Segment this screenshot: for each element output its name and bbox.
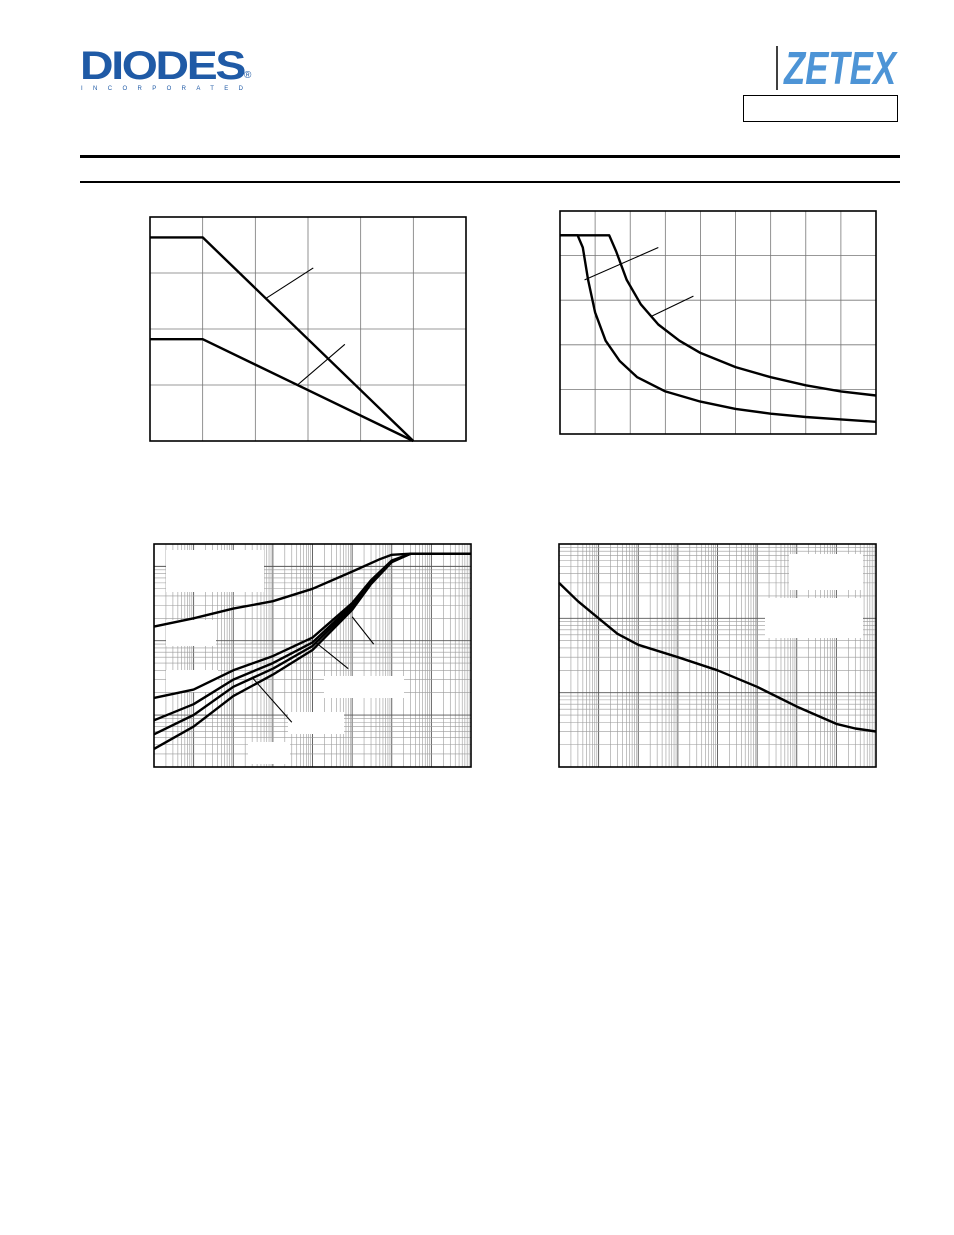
chart-label-area: [166, 620, 216, 646]
zetex-logo: ZETEX: [776, 42, 898, 92]
annotation-leader-1: [584, 246, 659, 281]
chart-pulse-power-dissipation: [558, 543, 877, 768]
header-rule-bottom: [80, 181, 900, 183]
series-line-1: [150, 236, 415, 442]
annotation-leader-1: [351, 616, 375, 645]
chart-transient-thermal-impedance: [153, 543, 472, 768]
series-line-1: [560, 234, 877, 423]
chart-label-area: [166, 550, 264, 592]
chart-label-area: [765, 598, 863, 638]
plot-frame: [153, 543, 472, 768]
chart-label-area: [324, 676, 404, 698]
diodes-logo-text: DIODES: [80, 44, 246, 88]
series-line-5: [153, 552, 471, 750]
chart-label-area: [288, 712, 344, 734]
annotation-leader-3: [251, 677, 293, 723]
plot-frame: [149, 216, 467, 442]
annotation-leader-2: [297, 343, 346, 386]
plot-frame: [559, 210, 877, 435]
chart-label-area: [248, 742, 290, 764]
series-line-1: [558, 582, 877, 733]
chart-label-area: [166, 670, 218, 692]
annotation-leader-2: [651, 295, 694, 317]
part-number-box: [743, 95, 898, 122]
zetex-logo-text: ZETEX: [782, 42, 897, 92]
chart-grid: [150, 217, 466, 441]
diodes-logo: DIODES ® INCORPORATED: [80, 44, 252, 92]
chart-label-area: [789, 554, 863, 590]
chart-grid: [560, 211, 876, 434]
diodes-logo-registered-mark: ®: [244, 70, 252, 81]
series-line-2: [560, 234, 877, 397]
plot-frame: [558, 543, 877, 768]
series-line-2: [150, 337, 414, 443]
chart-power-vs-time: [559, 210, 877, 435]
header-rule-top: [80, 155, 900, 158]
annotation-leader-1: [265, 267, 314, 299]
chart-derating: [149, 216, 467, 443]
annotation-leader-2: [315, 641, 349, 670]
